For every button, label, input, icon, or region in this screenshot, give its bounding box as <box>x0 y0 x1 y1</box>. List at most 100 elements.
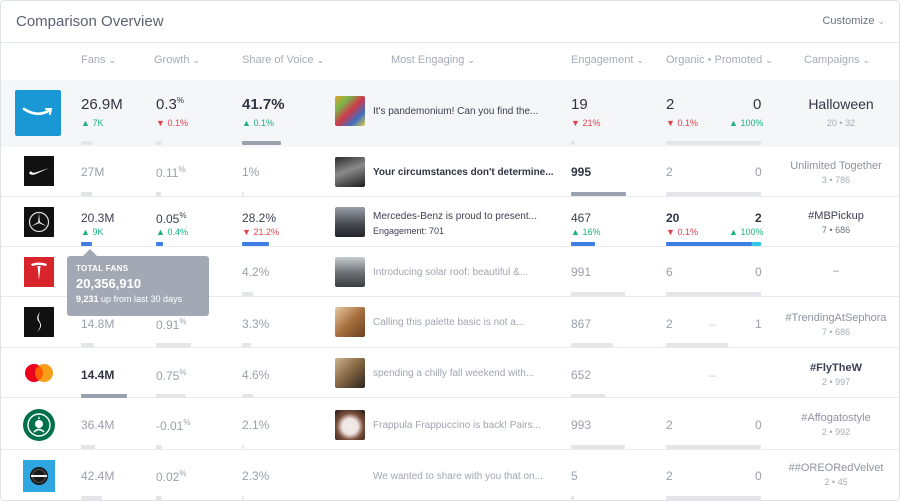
post-thumbnail[interactable] <box>335 307 365 337</box>
post-thumbnail[interactable] <box>335 96 365 126</box>
engagement-bar <box>571 192 626 196</box>
campaign-cell[interactable]: ##OREORedVelvet 2 • 45 <box>781 462 891 487</box>
starbucks-logo <box>23 409 55 441</box>
share-bar <box>242 394 253 398</box>
table-row-amazon[interactable]: 26.9M ▲ 7K 0.3% ▼ 0.1% 41.7% ▲ 0.1% It's… <box>1 80 899 147</box>
tooltip-arrow <box>83 249 97 256</box>
growth-value: 0.91% <box>156 317 186 332</box>
share-value: 28.2% <box>242 211 277 225</box>
campaign-name: ##OREORedVelvet <box>788 462 884 474</box>
percent-sign: % <box>183 418 191 427</box>
post-text[interactable]: Your circumstances don't determine... <box>373 167 554 178</box>
campaign-cell[interactable]: Unlimited Together 3 • 786 <box>781 160 891 185</box>
post-thumbnail[interactable] <box>335 410 365 440</box>
up-arrow-icon: ▲ <box>156 227 165 237</box>
growth-bar <box>156 242 163 246</box>
growth-number: 0.75 <box>156 369 180 383</box>
column-header-campaigns[interactable]: Campaigns ⌄ <box>804 54 870 66</box>
post-text[interactable]: Calling this palette basic is not a... <box>373 317 525 328</box>
down-arrow-icon: ▼ <box>156 118 165 128</box>
promoted-delta: ▲ 100% <box>729 118 763 128</box>
table-row-mastercard[interactable]: 14.4M 0.75% 4.6% spending a chilly fall … <box>1 348 899 398</box>
engagement-delta-value: 21% <box>582 118 601 128</box>
percent-sign: % <box>178 165 186 174</box>
up-arrow-icon: ▲ <box>81 118 90 128</box>
column-header-fans[interactable]: Fans ⌄ <box>81 54 116 66</box>
column-header-label: Fans <box>81 54 106 66</box>
campaign-name: #Affogatostyle <box>801 412 871 424</box>
promoted-value: 1 <box>755 317 762 331</box>
campaign-meta: 2 • 997 <box>821 377 851 387</box>
column-header-organic-promoted[interactable]: Organic • Promoted ⌄ <box>666 54 773 66</box>
column-header-engagement[interactable]: Engagement ⌄ <box>571 54 644 66</box>
campaign-meta: 7 • 686 <box>821 225 851 235</box>
post-text[interactable]: We wanted to share with you that on... <box>373 471 543 482</box>
promoted-value: 0 <box>755 469 762 483</box>
table-row-mercedes[interactable]: 20.3M ▲ 9K 0.05% ▲ 0.4% 28.2% ▼ 21.2% Me… <box>1 197 899 247</box>
engagement-bar <box>571 141 575 145</box>
post-text[interactable]: Introducing solar roof: beautiful &... <box>373 267 529 278</box>
engagement-value: 467 <box>571 211 592 225</box>
column-header-growth[interactable]: Growth ⌄ <box>154 54 200 66</box>
post-thumbnail[interactable] <box>335 157 365 187</box>
campaign-cell[interactable]: – <box>781 265 891 277</box>
promoted-delta: ▲ 100% <box>729 227 763 237</box>
growth-bar <box>156 141 162 145</box>
campaign-cell[interactable]: #Affogatostyle 2 • 992 <box>781 412 891 437</box>
post-thumbnail[interactable] <box>335 207 365 237</box>
sephora-logo <box>24 307 54 337</box>
customize-button[interactable]: Customize ⌄ <box>822 15 885 27</box>
growth-value: 0.3% <box>156 96 184 113</box>
up-arrow-icon: ▲ <box>571 227 580 237</box>
campaign-cell[interactable]: #FlyTheW 2 • 997 <box>781 362 891 387</box>
fans-value: 20.3M <box>81 211 115 225</box>
organic-value: 2 <box>666 418 673 432</box>
growth-value: 0.02% <box>156 469 186 484</box>
mercedes-logo <box>24 207 54 237</box>
organic-promoted-bar <box>666 141 761 145</box>
post-thumbnail[interactable] <box>335 257 365 287</box>
post-text[interactable]: It's pandemonium! Can you find the... <box>373 106 539 117</box>
mastercard-logo <box>23 362 55 384</box>
promoted-value: 2 <box>755 211 762 225</box>
post-text[interactable]: spending a chilly fall weekend with... <box>373 368 535 379</box>
campaign-cell[interactable]: #TrendingAtSephora 7 • 686 <box>781 312 891 337</box>
post-thumbnail[interactable] <box>335 358 365 388</box>
organic-value: 2 <box>666 317 673 331</box>
campaign-cell[interactable]: Halloween 20 • 32 <box>786 96 896 128</box>
table-row-nike[interactable]: 27M 0.11% 1% Your circumstances don't de… <box>1 147 899 197</box>
table-row-starbucks[interactable]: 36.4M -0.01% 2.1% Frappula Frappuccino i… <box>1 398 899 450</box>
engagement-value: 652 <box>571 368 592 382</box>
column-header-most-engaging[interactable]: Most Engaging ⌄ <box>391 54 475 66</box>
column-header-share-of-voice[interactable]: Share of Voice ⌄ <box>242 54 324 66</box>
share-value: 1% <box>242 165 260 179</box>
engagement-value: 995 <box>571 165 592 179</box>
fans-value: 42.4M <box>81 469 115 483</box>
fans-value: 26.9M <box>81 96 123 113</box>
table-row-tesla[interactable]: 4.2% Introducing solar roof: beautiful &… <box>1 247 899 297</box>
post-text[interactable]: Frappula Frappuccino is back! Pairs... <box>373 420 541 431</box>
table-row-sephora[interactable]: 14.8M 0.91% 3.3% Calling this palette ba… <box>1 297 899 348</box>
campaign-cell[interactable]: #MBPickup 7 • 686 <box>781 210 891 235</box>
chevron-down-icon: ⌄ <box>765 55 773 65</box>
growth-bar <box>156 394 186 398</box>
down-arrow-icon: ▼ <box>242 227 251 237</box>
nike-swoosh-icon <box>29 168 49 175</box>
table-row-oreo[interactable]: 42.4M 0.02% 2.3% We wanted to share with… <box>1 450 899 500</box>
organic-separator: – <box>709 317 716 331</box>
column-header-label: Share of Voice <box>242 54 314 66</box>
engagement-value: 993 <box>571 418 592 432</box>
campaign-meta: 3 • 786 <box>821 175 851 185</box>
down-arrow-icon: ▼ <box>666 227 675 237</box>
organic-promoted-bar <box>666 192 761 196</box>
organic-delta: ▼ 0.1% <box>666 227 698 237</box>
share-value: 4.6% <box>242 368 270 382</box>
promoted-value: 0 <box>755 418 762 432</box>
chevron-down-icon: ⌄ <box>862 55 871 65</box>
percent-sign: % <box>176 96 184 105</box>
growth-delta-value: 0.1% <box>167 118 188 128</box>
fans-bar <box>81 192 92 196</box>
share-bar <box>242 343 251 347</box>
post-text[interactable]: Mercedes-Benz is proud to present... <box>373 211 537 222</box>
campaign-name: Unlimited Together <box>790 160 882 172</box>
